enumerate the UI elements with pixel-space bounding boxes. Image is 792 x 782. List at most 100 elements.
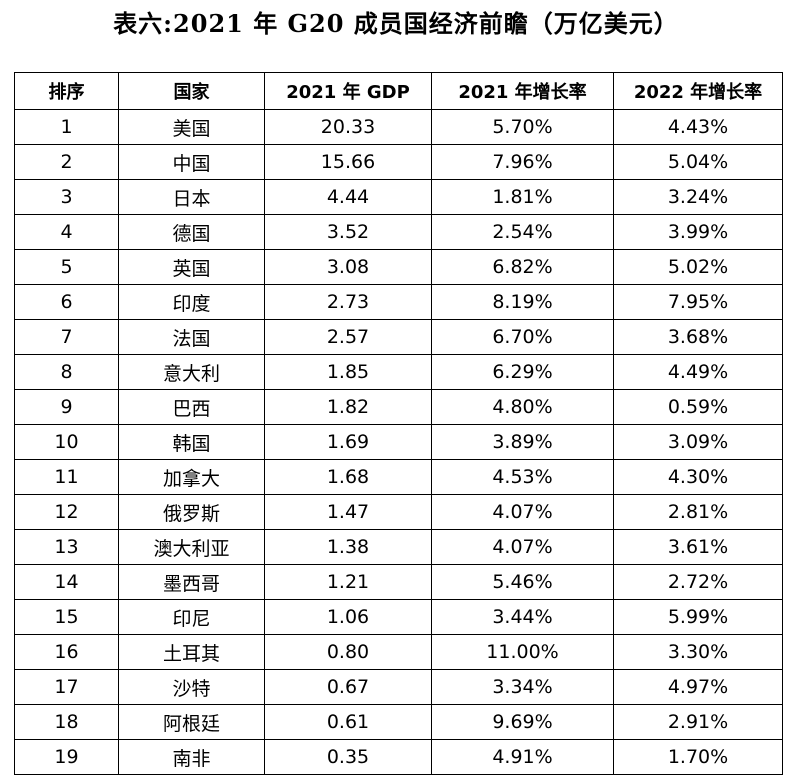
country-cell: 韩国 <box>118 424 265 460</box>
country-cell: 英国 <box>118 249 265 285</box>
country-cell: 意大利 <box>118 354 265 390</box>
growth-2022-cell: 4.97% <box>613 669 783 705</box>
header-gdp-2021: 2021 年 GDP <box>264 72 432 110</box>
rank-cell: 5 <box>14 249 119 285</box>
growth-2022-cell: 5.99% <box>613 599 783 635</box>
growth-2021-cell: 3.44% <box>431 599 614 635</box>
rank-cell: 6 <box>14 284 119 320</box>
rank-cell: 9 <box>14 389 119 425</box>
table-row: 6 印度 2.73 8.19% 7.95% <box>14 284 783 320</box>
growth-2021-cell: 5.70% <box>431 109 614 145</box>
country-cell: 加拿大 <box>118 459 265 495</box>
rank-cell: 4 <box>14 214 119 250</box>
growth-2022-cell: 4.49% <box>613 354 783 390</box>
country-cell: 南非 <box>118 739 265 775</box>
growth-2021-cell: 2.54% <box>431 214 614 250</box>
country-cell: 日本 <box>118 179 265 215</box>
rank-cell: 18 <box>14 704 119 740</box>
rank-cell: 17 <box>14 669 119 705</box>
growth-2021-cell: 7.96% <box>431 144 614 180</box>
country-cell: 沙特 <box>118 669 265 705</box>
growth-2022-cell: 4.30% <box>613 459 783 495</box>
rank-cell: 12 <box>14 494 119 530</box>
country-cell: 美国 <box>118 109 265 145</box>
country-cell: 印尼 <box>118 599 265 635</box>
gdp-2021-cell: 1.21 <box>264 564 432 600</box>
header-growth-2021: 2021 年增长率 <box>431 72 614 110</box>
gdp-2021-cell: 1.69 <box>264 424 432 460</box>
table-row: 17 沙特 0.67 3.34% 4.97% <box>14 669 783 705</box>
table-row: 15 印尼 1.06 3.44% 5.99% <box>14 599 783 635</box>
growth-2022-cell: 0.59% <box>613 389 783 425</box>
table-body: 1 美国 20.33 5.70% 4.43% 2 中国 15.66 7.96% 5.04% 3 日本 4… <box>14 109 783 775</box>
gdp-2021-cell: 0.61 <box>264 704 432 740</box>
growth-2021-cell: 1.81% <box>431 179 614 215</box>
table-row: 7 法国 2.57 6.70% 3.68% <box>14 319 783 355</box>
growth-2022-cell: 3.99% <box>613 214 783 250</box>
country-cell: 法国 <box>118 319 265 355</box>
g20-gdp-table: 排序 国家 2021 年 GDP 2021 年增长率 2022 年增长率 1 美国… <box>14 72 783 775</box>
growth-2022-cell: 2.91% <box>613 704 783 740</box>
gdp-2021-cell: 1.82 <box>264 389 432 425</box>
growth-2022-cell: 2.72% <box>613 564 783 600</box>
table-row: 18 阿根廷 0.61 9.69% 2.91% <box>14 704 783 740</box>
gdp-2021-cell: 2.73 <box>264 284 432 320</box>
growth-2021-cell: 3.89% <box>431 424 614 460</box>
gdp-2021-cell: 3.52 <box>264 214 432 250</box>
growth-2021-cell: 6.29% <box>431 354 614 390</box>
header-country: 国家 <box>118 72 265 110</box>
table-row: 5 英国 3.08 6.82% 5.02% <box>14 249 783 285</box>
rank-cell: 3 <box>14 179 119 215</box>
growth-2022-cell: 1.70% <box>613 739 783 775</box>
growth-2021-cell: 8.19% <box>431 284 614 320</box>
country-cell: 德国 <box>118 214 265 250</box>
gdp-2021-cell: 0.35 <box>264 739 432 775</box>
gdp-2021-cell: 1.06 <box>264 599 432 635</box>
growth-2022-cell: 5.02% <box>613 249 783 285</box>
country-cell: 巴西 <box>118 389 265 425</box>
table-row: 2 中国 15.66 7.96% 5.04% <box>14 144 783 180</box>
gdp-2021-cell: 1.85 <box>264 354 432 390</box>
growth-2021-cell: 4.53% <box>431 459 614 495</box>
gdp-2021-cell: 0.67 <box>264 669 432 705</box>
rank-cell: 11 <box>14 459 119 495</box>
growth-2022-cell: 2.81% <box>613 494 783 530</box>
rank-cell: 13 <box>14 529 119 565</box>
rank-cell: 15 <box>14 599 119 635</box>
rank-cell: 19 <box>14 739 119 775</box>
growth-2022-cell: 3.09% <box>613 424 783 460</box>
growth-2021-cell: 3.34% <box>431 669 614 705</box>
growth-2021-cell: 9.69% <box>431 704 614 740</box>
table-row: 1 美国 20.33 5.70% 4.43% <box>14 109 783 145</box>
rank-cell: 14 <box>14 564 119 600</box>
gdp-2021-cell: 3.08 <box>264 249 432 285</box>
header-growth-2022: 2022 年增长率 <box>613 72 783 110</box>
growth-2021-cell: 6.82% <box>431 249 614 285</box>
growth-2022-cell: 4.43% <box>613 109 783 145</box>
growth-2021-cell: 4.80% <box>431 389 614 425</box>
country-cell: 俄罗斯 <box>118 494 265 530</box>
gdp-2021-cell: 0.80 <box>264 634 432 670</box>
table-row: 16 土耳其 0.80 11.00% 3.30% <box>14 634 783 670</box>
country-cell: 印度 <box>118 284 265 320</box>
growth-2021-cell: 4.07% <box>431 494 614 530</box>
growth-2022-cell: 7.95% <box>613 284 783 320</box>
gdp-2021-cell: 4.44 <box>264 179 432 215</box>
table-row: 11 加拿大 1.68 4.53% 4.30% <box>14 459 783 495</box>
table-row: 8 意大利 1.85 6.29% 4.49% <box>14 354 783 390</box>
growth-2021-cell: 5.46% <box>431 564 614 600</box>
rank-cell: 16 <box>14 634 119 670</box>
table-title: 表六:2021 年 G20 成员国经济前瞻（万亿美元） <box>113 9 679 38</box>
table-row: 10 韩国 1.69 3.89% 3.09% <box>14 424 783 460</box>
country-cell: 中国 <box>118 144 265 180</box>
rank-cell: 2 <box>14 144 119 180</box>
rank-cell: 7 <box>14 319 119 355</box>
country-cell: 澳大利亚 <box>118 529 265 565</box>
gdp-2021-cell: 1.68 <box>264 459 432 495</box>
growth-2021-cell: 11.00% <box>431 634 614 670</box>
country-cell: 墨西哥 <box>118 564 265 600</box>
table-row: 14 墨西哥 1.21 5.46% 2.72% <box>14 564 783 600</box>
growth-2022-cell: 3.68% <box>613 319 783 355</box>
growth-2022-cell: 3.24% <box>613 179 783 215</box>
table-row: 3 日本 4.44 1.81% 3.24% <box>14 179 783 215</box>
